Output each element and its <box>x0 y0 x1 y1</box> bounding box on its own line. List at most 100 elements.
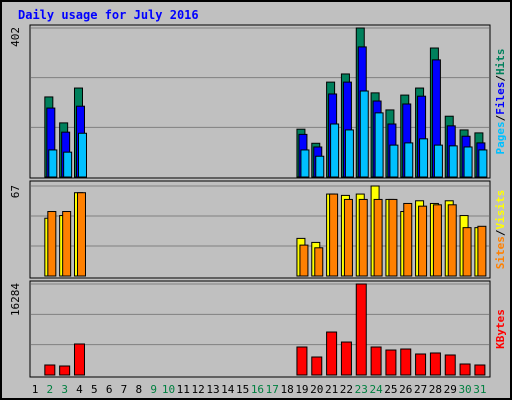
bar <box>433 144 443 178</box>
bar <box>315 155 325 178</box>
y-tick-label: 16284 <box>9 283 22 316</box>
bar <box>463 146 473 178</box>
bar <box>311 356 323 376</box>
bar <box>77 132 87 178</box>
legend-entry: Pages <box>494 121 507 154</box>
x-tick-label: 31 <box>473 383 486 396</box>
legend-entry: KBytes <box>494 309 507 349</box>
bar <box>404 142 414 178</box>
x-tick-label: 6 <box>106 383 113 396</box>
x-tick-label: 16 <box>251 383 264 396</box>
y-tick-label: 402 <box>9 27 22 47</box>
legend-entry: Hits <box>494 49 507 76</box>
y-tick-label: 67 <box>9 185 22 198</box>
bar <box>48 149 58 178</box>
bar <box>448 145 458 178</box>
legend-entry: Visits <box>494 190 507 230</box>
bar <box>343 198 353 277</box>
bar <box>359 90 369 178</box>
bar <box>47 211 57 277</box>
x-tick-label: 30 <box>458 383 471 396</box>
bar <box>358 198 368 277</box>
x-tick-label: 25 <box>384 383 397 396</box>
x-tick-label: 10 <box>162 383 175 396</box>
bar <box>415 353 427 376</box>
bar <box>314 247 324 277</box>
bar <box>477 225 487 277</box>
x-tick-label: 26 <box>399 383 412 396</box>
bar <box>299 244 309 277</box>
bar <box>447 204 457 277</box>
plot-area <box>29 280 491 378</box>
x-tick-label: 14 <box>221 383 235 396</box>
x-tick-label: 7 <box>121 383 128 396</box>
legend-entry: Sites <box>494 236 507 269</box>
bar <box>329 193 339 277</box>
x-tick-label: 12 <box>192 383 205 396</box>
bar <box>296 346 308 376</box>
legend: KBytes <box>494 309 507 349</box>
bar <box>76 192 86 277</box>
bar <box>400 348 412 376</box>
legend-entry: Files <box>494 82 507 115</box>
x-tick-label: 21 <box>325 383 338 396</box>
x-tick-label: 4 <box>76 383 83 396</box>
bar <box>385 349 397 376</box>
x-tick-label: 8 <box>135 383 142 396</box>
bar <box>403 202 413 277</box>
x-tick-label: 19 <box>295 383 308 396</box>
legend: Sites/Visits <box>494 190 507 270</box>
bar <box>478 149 488 178</box>
bar <box>63 151 73 178</box>
x-tick-label: 28 <box>429 383 442 396</box>
x-tick-label: 29 <box>444 383 457 396</box>
x-tick-label: 18 <box>280 383 293 396</box>
bar <box>388 198 398 277</box>
legend-separator: / <box>494 229 507 236</box>
bar <box>429 352 441 376</box>
legend: Pages/Files/Hits <box>494 49 507 155</box>
bar <box>62 211 72 277</box>
bar <box>59 365 71 376</box>
bar <box>44 364 56 376</box>
bar <box>389 144 399 178</box>
bar <box>340 341 352 376</box>
x-tick-label: 3 <box>61 383 68 396</box>
legend-separator: / <box>494 114 507 121</box>
x-tick-label: 23 <box>355 383 368 396</box>
x-tick-label: 1 <box>32 383 39 396</box>
bar <box>370 346 382 376</box>
bar <box>418 205 428 277</box>
plot-area <box>29 24 491 179</box>
x-tick-label: 13 <box>206 383 219 396</box>
x-tick-label: 5 <box>91 383 98 396</box>
chart-title: Daily usage for July 2016 <box>18 8 199 22</box>
bar <box>330 123 340 178</box>
bar <box>462 227 472 277</box>
x-tick-label: 27 <box>414 383 427 396</box>
bar <box>326 331 338 376</box>
bar <box>374 112 384 178</box>
x-tick-label: 17 <box>266 383 279 396</box>
bar <box>344 129 354 178</box>
bar <box>73 343 85 376</box>
bar <box>373 198 383 277</box>
bar <box>419 138 429 178</box>
legend-separator: / <box>494 75 507 82</box>
x-tick-label: 22 <box>340 383 353 396</box>
plot-area <box>29 180 491 279</box>
x-tick-label: 2 <box>47 383 54 396</box>
x-tick-label: 20 <box>310 383 323 396</box>
x-tick-label: 24 <box>369 383 383 396</box>
x-tick-label: 11 <box>177 383 190 396</box>
bar <box>300 149 310 178</box>
bar <box>432 204 442 277</box>
bar <box>355 283 367 376</box>
bar <box>459 363 471 376</box>
bar <box>444 354 456 376</box>
bar <box>474 364 486 376</box>
x-tick-label: 15 <box>236 383 249 396</box>
x-tick-label: 9 <box>150 383 157 396</box>
